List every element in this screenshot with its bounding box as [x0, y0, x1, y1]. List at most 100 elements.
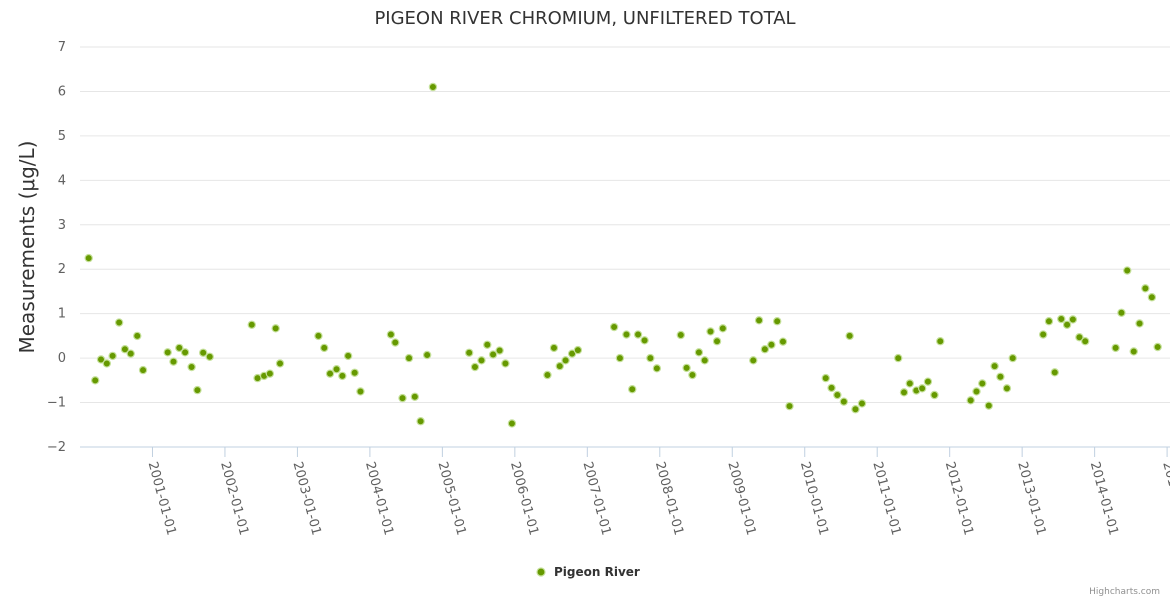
data-point[interactable]: [495, 346, 504, 355]
data-point[interactable]: [180, 348, 190, 357]
data-point[interactable]: [1038, 330, 1048, 339]
data-point[interactable]: [1111, 343, 1120, 353]
data-point[interactable]: [978, 379, 987, 388]
data-point[interactable]: [772, 317, 782, 326]
data-point[interactable]: [247, 320, 256, 329]
data-point[interactable]: [1008, 353, 1017, 363]
data-point[interactable]: [990, 361, 999, 371]
data-point[interactable]: [91, 376, 100, 385]
data-point[interactable]: [199, 348, 208, 357]
data-point[interactable]: [1068, 315, 1078, 324]
data-point[interactable]: [175, 343, 184, 353]
data-point[interactable]: [615, 353, 625, 363]
data-point[interactable]: [549, 343, 559, 353]
data-point[interactable]: [1123, 266, 1132, 275]
data-point[interactable]: [356, 387, 365, 396]
data-point[interactable]: [706, 327, 715, 336]
data-point[interactable]: [785, 401, 794, 411]
data-point[interactable]: [923, 377, 933, 386]
data-point[interactable]: [338, 371, 347, 381]
data-point[interactable]: [778, 337, 788, 346]
data-point[interactable]: [350, 368, 359, 377]
data-point[interactable]: [386, 330, 396, 339]
data-point[interactable]: [325, 369, 335, 378]
data-point[interactable]: [114, 318, 124, 327]
data-point[interactable]: [108, 351, 117, 361]
data-point[interactable]: [126, 349, 135, 358]
data-point[interactable]: [561, 356, 570, 365]
data-point[interactable]: [845, 331, 854, 341]
data-point[interactable]: [416, 417, 425, 426]
data-point[interactable]: [676, 330, 686, 340]
data-point[interactable]: [428, 82, 438, 92]
data-point[interactable]: [936, 337, 945, 346]
data-point[interactable]: [827, 383, 836, 393]
data-point[interactable]: [343, 351, 353, 361]
data-point[interactable]: [760, 345, 770, 354]
data-point[interactable]: [839, 397, 849, 406]
data-point[interactable]: [133, 331, 142, 341]
data-point[interactable]: [555, 361, 564, 371]
data-point[interactable]: [899, 388, 909, 397]
data-point[interactable]: [609, 322, 619, 332]
data-point[interactable]: [640, 336, 649, 345]
data-point[interactable]: [972, 387, 981, 396]
data-point[interactable]: [1129, 347, 1138, 356]
data-point[interactable]: [652, 364, 662, 373]
data-point[interactable]: [712, 337, 722, 346]
data-point[interactable]: [1002, 384, 1012, 393]
data-point[interactable]: [851, 405, 860, 414]
data-point[interactable]: [507, 419, 517, 428]
data-point[interactable]: [543, 370, 552, 380]
data-point[interactable]: [1062, 320, 1072, 329]
data-point[interactable]: [477, 356, 486, 365]
data-point[interactable]: [1075, 333, 1084, 342]
data-point[interactable]: [187, 362, 196, 372]
data-point[interactable]: [163, 348, 172, 357]
data-point[interactable]: [694, 348, 704, 357]
data-point[interactable]: [1153, 342, 1162, 352]
data-point[interactable]: [754, 316, 764, 325]
data-point[interactable]: [966, 396, 975, 405]
data-point[interactable]: [646, 353, 655, 363]
data-point[interactable]: [1050, 368, 1059, 377]
data-point[interactable]: [501, 359, 510, 368]
data-point[interactable]: [749, 356, 758, 365]
data-point[interactable]: [169, 357, 178, 366]
data-point[interactable]: [996, 372, 1005, 381]
data-point[interactable]: [1117, 308, 1126, 317]
data-point[interactable]: [483, 340, 492, 349]
data-point[interactable]: [857, 399, 867, 408]
data-point[interactable]: [470, 362, 480, 372]
data-point[interactable]: [930, 390, 939, 400]
data-point[interactable]: [984, 401, 994, 410]
data-point[interactable]: [96, 355, 106, 364]
data-point[interactable]: [320, 343, 329, 353]
data-point[interactable]: [1147, 293, 1157, 302]
data-point[interactable]: [700, 356, 709, 365]
data-point[interactable]: [633, 330, 643, 339]
data-point[interactable]: [488, 350, 498, 359]
data-point[interactable]: [391, 338, 400, 347]
data-point[interactable]: [410, 392, 420, 401]
data-point[interactable]: [265, 369, 275, 378]
data-point[interactable]: [120, 345, 130, 354]
credits-link[interactable]: Highcharts.com: [1089, 587, 1160, 597]
data-point[interactable]: [314, 331, 323, 341]
data-point[interactable]: [628, 385, 637, 394]
data-point[interactable]: [821, 373, 830, 383]
data-point[interactable]: [205, 352, 214, 361]
data-point[interactable]: [573, 345, 583, 355]
data-point[interactable]: [688, 370, 697, 380]
data-point[interactable]: [718, 324, 728, 333]
data-point[interactable]: [1081, 337, 1090, 346]
data-point[interactable]: [622, 330, 631, 339]
data-point[interactable]: [917, 384, 927, 393]
data-point[interactable]: [275, 359, 285, 368]
legend[interactable]: Pigeon River: [536, 565, 640, 579]
data-point[interactable]: [422, 350, 432, 360]
legend-label-pigeon-river[interactable]: Pigeon River: [554, 565, 640, 579]
data-point[interactable]: [1135, 319, 1144, 328]
data-point[interactable]: [102, 359, 112, 368]
data-point[interactable]: [767, 340, 776, 349]
